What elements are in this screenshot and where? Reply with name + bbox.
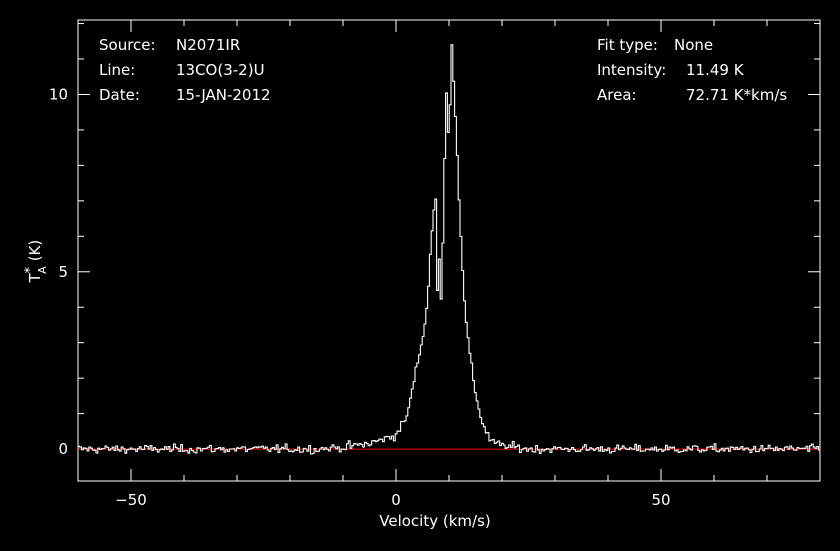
x-axis-label: Velocity (km/s) [379,512,490,530]
y-tick-label: 0 [58,440,68,458]
header-right-value: None [674,36,713,54]
header-left-key: Date: [99,86,140,104]
header-right-value: 11.49 K [686,61,745,79]
header-left-key: Line: [99,61,135,79]
x-tick-label: 0 [391,491,401,509]
header-right-value: 72.71 K*km/s [686,86,787,104]
header-right-key: Intensity: [597,61,666,79]
header-left-value: 13CO(3-2)U [176,61,265,79]
x-tick-label: 50 [651,491,670,509]
y-axis-label: T*A(K) [23,240,49,284]
x-tick-label: −50 [115,491,147,509]
header-left-value: 15-JAN-2012 [176,86,271,104]
header-left-value: N2071IR [176,36,240,54]
y-tick-label: 5 [58,263,68,281]
header-right-key: Area: [597,86,637,104]
y-tick-label: 10 [49,85,68,103]
header-left-key: Source: [99,36,156,54]
spectrum-line [78,44,821,455]
header-right-key: Fit type: [597,36,658,54]
